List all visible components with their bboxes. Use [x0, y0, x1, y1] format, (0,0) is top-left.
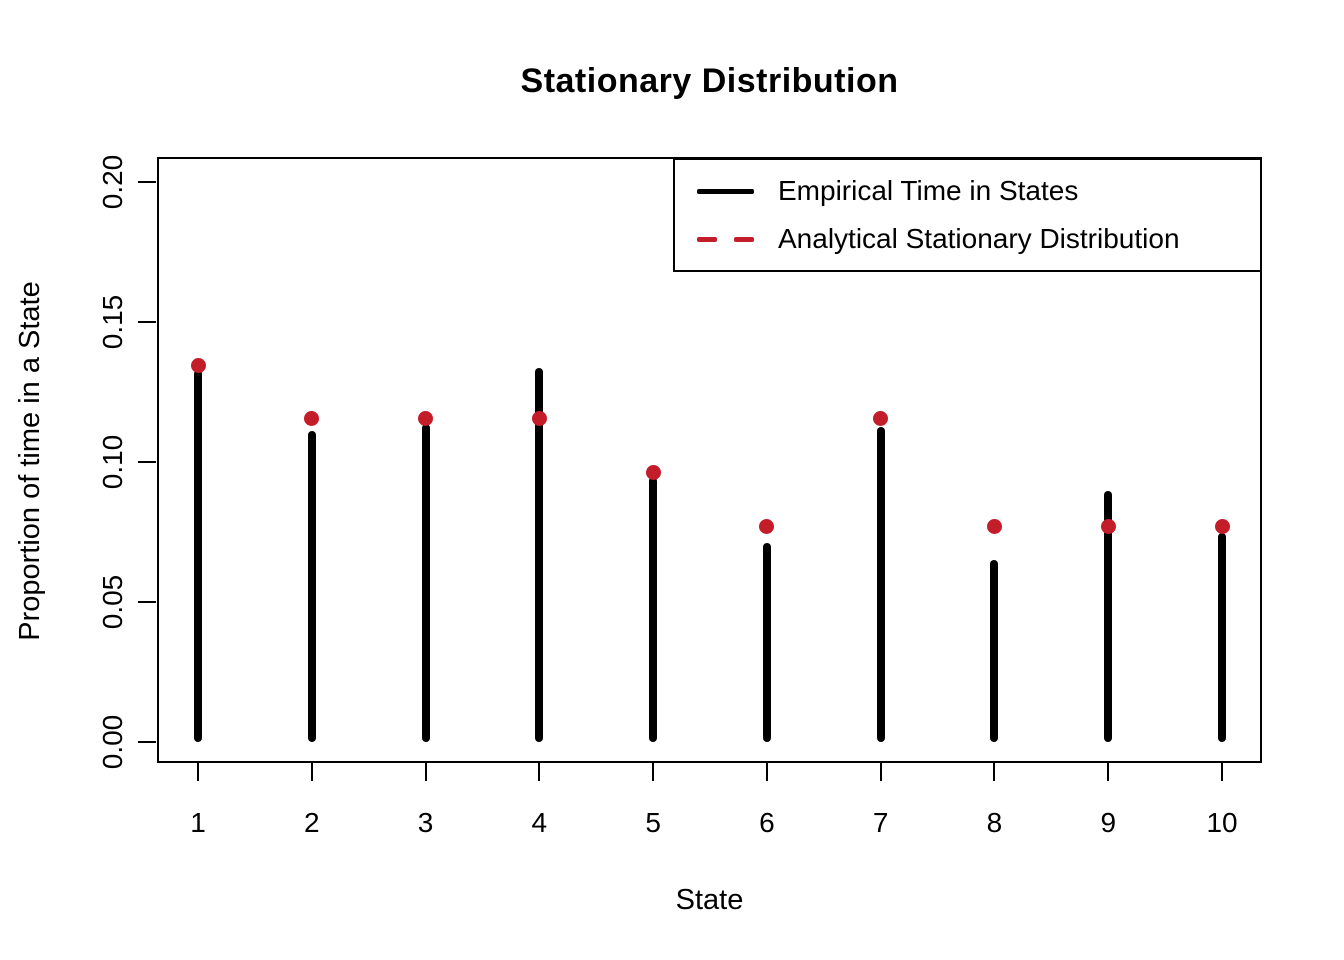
y-axis-tick	[138, 601, 156, 603]
dot-state-3	[418, 411, 434, 427]
dot-state-6	[759, 519, 775, 535]
legend-dashed-line-swatch	[697, 236, 754, 242]
legend-item-analytical: Analytical Stationary Distribution	[675, 222, 1260, 256]
y-axis-tick	[138, 321, 156, 323]
spike-state-4	[535, 368, 544, 742]
legend-item-empirical: Empirical Time in States	[675, 174, 1260, 208]
x-axis-tick-label: 7	[872, 807, 889, 838]
spike-state-8	[990, 560, 999, 742]
spike-state-5	[649, 477, 658, 742]
y-axis-title: Proportion of time in a State	[13, 281, 46, 641]
x-axis-tick	[310, 763, 313, 781]
legend-label-analytical: Analytical Stationary Distribution	[778, 223, 1180, 254]
y-axis-tick	[138, 181, 156, 183]
spike-state-10	[1218, 533, 1227, 742]
x-axis-title: State	[675, 884, 744, 916]
y-axis-tick-label: 0.20	[97, 154, 128, 210]
dot-state-1	[190, 357, 206, 373]
x-axis-tick	[424, 763, 427, 781]
spike-state-9	[1104, 491, 1113, 742]
x-axis-tick	[993, 763, 996, 781]
x-axis-tick	[652, 763, 655, 781]
x-axis-tick	[1107, 763, 1110, 781]
y-axis-tick-label: 0.05	[97, 574, 128, 630]
x-axis-tick	[197, 763, 199, 781]
x-axis-tick-label: 6	[759, 807, 775, 838]
x-axis-tick-label: 5	[645, 807, 661, 838]
x-axis-tick-label: 8	[986, 807, 1003, 838]
x-axis-tick-label: 1	[190, 807, 206, 838]
dot-state-8	[986, 519, 1002, 535]
legend: Empirical Time in States Analytical Stat…	[673, 158, 1262, 272]
legend-solid-line-swatch	[697, 188, 754, 194]
dot-state-4	[531, 411, 547, 427]
dot-state-10	[1214, 519, 1230, 535]
x-axis-tick-label: 2	[303, 807, 320, 838]
dot-state-7	[873, 411, 889, 427]
dot-state-2	[304, 411, 320, 427]
spike-state-7	[876, 427, 885, 742]
x-axis-tick-label: 4	[531, 807, 548, 838]
spike-state-3	[421, 424, 430, 742]
y-axis-tick-label: 0.10	[97, 434, 128, 490]
x-axis-tick-label: 9	[1100, 807, 1117, 838]
chart-title: Stationary Distribution	[520, 62, 899, 100]
spike-state-2	[307, 431, 316, 742]
legend-label-empirical: Empirical Time in States	[778, 175, 1079, 206]
y-axis-tick	[138, 461, 156, 463]
dot-state-9	[1100, 519, 1116, 535]
x-axis-tick	[765, 763, 768, 781]
y-axis-tick	[138, 741, 156, 743]
x-axis-tick	[1221, 763, 1224, 781]
spike-state-1	[194, 369, 202, 742]
x-axis-tick	[879, 763, 882, 781]
x-axis-tick	[538, 763, 541, 781]
x-axis-tick-label: 10	[1206, 807, 1238, 838]
x-axis-tick-label: 3	[417, 807, 434, 838]
dot-state-5	[645, 465, 661, 481]
y-axis-tick-label: 0.15	[97, 294, 128, 350]
y-axis-tick-label: 0.00	[97, 714, 128, 770]
spike-state-6	[762, 543, 771, 742]
